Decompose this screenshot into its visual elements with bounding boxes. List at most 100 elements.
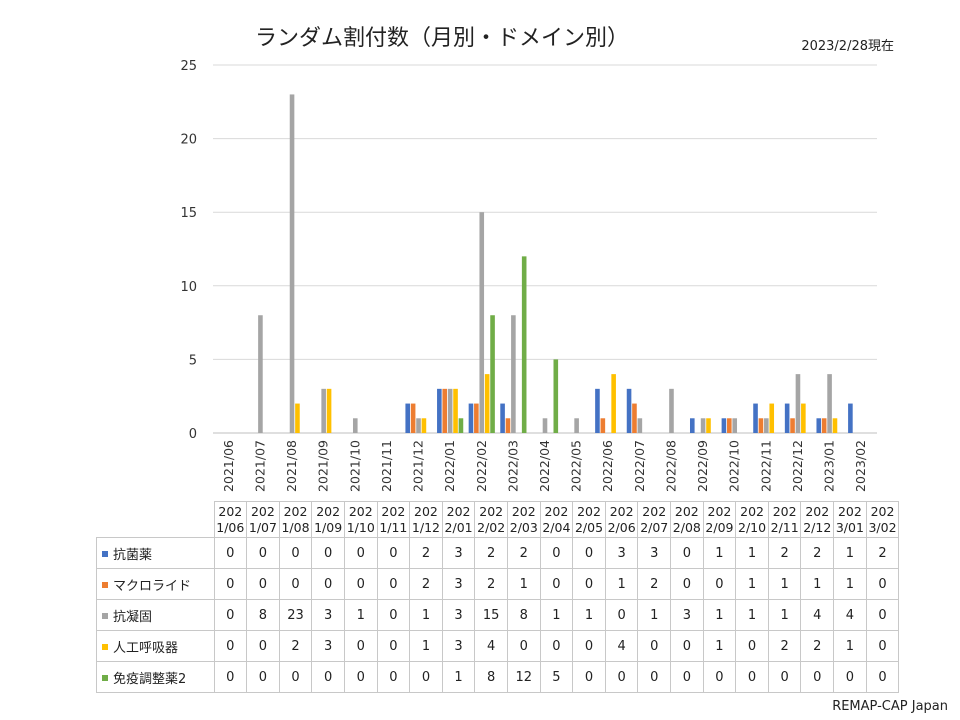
legend-swatch: [102, 581, 108, 588]
table-column-header-line: 2/08: [672, 519, 701, 535]
table-column-header-line: 202: [740, 503, 764, 519]
table-row: 人工呼吸器 0 0 2 3 0 0 1 3 4 0 0 0 4 0 0 1 0 2 2 1 0: [96, 630, 900, 662]
table-cell: 4: [604, 630, 639, 662]
table-header-row: 202 1/06 202 1/07 202 1/08 202 1/09 202 1/10 202 1/…: [96, 501, 900, 538]
table-column-header-line: 2/06: [607, 519, 636, 535]
table-cell: 0: [213, 630, 248, 662]
bar: [352, 418, 358, 433]
series-name: 免疫調整薬2: [113, 671, 187, 687]
table-cell: 0: [637, 661, 672, 693]
bar: [453, 388, 458, 433]
table-cell: 1: [735, 599, 769, 631]
table-column-header-line: 1/06: [216, 519, 245, 535]
table-cell: 0: [637, 630, 672, 662]
table-cell: 1: [735, 568, 769, 600]
bar: [784, 403, 790, 433]
table-cell: 0: [376, 630, 411, 662]
table-cell: 2: [637, 568, 672, 600]
bar: [827, 374, 832, 433]
table-cell: 3: [441, 537, 476, 569]
table-cell: 0: [343, 537, 378, 569]
table-cell: 8: [474, 661, 508, 693]
table-cell: 0: [376, 568, 411, 600]
table-cell: 0: [213, 661, 248, 693]
table-column-header-line: 202: [250, 503, 275, 519]
table-cell: 0: [213, 537, 248, 569]
table-cell: 3: [441, 599, 476, 631]
series-name: 抗菌薬: [113, 547, 153, 563]
table-column-header: 202 2/09: [702, 501, 737, 538]
table-column-header: 202 2/06: [604, 501, 639, 538]
table-cell: 1: [702, 599, 737, 631]
legend-swatch: [102, 674, 108, 681]
bar: [758, 418, 764, 433]
table-cell: 1: [572, 599, 606, 631]
bar: [490, 315, 495, 433]
table-row: 免疫調整薬2 0 0 0 0 0 0 0 1 8 12 5 0 0 0 0 0 0 0 0 0 0: [96, 661, 900, 693]
table-column-header: 202 2/05: [572, 501, 606, 538]
bar: [479, 212, 485, 433]
bar: [421, 418, 427, 433]
series-name: 人工呼吸器: [113, 640, 179, 656]
table-cell: 2: [865, 537, 900, 569]
table-cell: 0: [833, 661, 867, 693]
table-column-header-line: 202: [218, 503, 243, 519]
table-cell: 3: [637, 537, 672, 569]
table-cell: 0: [865, 599, 900, 631]
bar: [626, 388, 632, 433]
x-tick-label: 2021/06: [221, 440, 236, 492]
table-cell: 0: [702, 568, 737, 600]
table-column-header-line: 1/10: [346, 519, 375, 535]
table-cell: 0: [376, 537, 411, 569]
table-column-header-line: 202: [577, 503, 601, 519]
bar: [500, 403, 505, 433]
table-cell: 5: [539, 661, 574, 693]
x-tick-label: 2022/01: [442, 440, 457, 492]
table-cell: 0: [311, 661, 345, 693]
table-cell: 8: [246, 599, 280, 631]
y-tick-label: 0: [189, 427, 197, 442]
table-cell: 0: [539, 537, 574, 569]
table-cell: 0: [278, 568, 313, 600]
table-cell: 1: [800, 568, 835, 600]
legend-swatch: [102, 550, 108, 557]
table-cell: 0: [735, 630, 769, 662]
table-cell: 0: [604, 661, 639, 693]
table-column-header-line: 202: [707, 503, 732, 519]
x-tick-label: 2022/06: [600, 440, 615, 492]
table-cell: 0: [343, 568, 378, 600]
bar: [295, 403, 300, 433]
table-cell: 0: [865, 630, 900, 662]
bar: [468, 403, 474, 433]
table-column-header-line: 2/03: [509, 519, 538, 535]
table-column-header-line: 202: [316, 503, 341, 519]
y-tick-label: 5: [189, 353, 197, 368]
table-column-header-line: 202: [805, 503, 830, 519]
table-cell: 2: [409, 537, 443, 569]
table-cell: 3: [670, 599, 704, 631]
table-cell: 3: [311, 630, 345, 662]
series-name: マクロライド: [113, 578, 192, 594]
table-cell: 15: [474, 599, 508, 631]
table-column-header-line: 202: [870, 503, 895, 519]
table-column-header-line: 202: [446, 503, 471, 519]
bars: [258, 94, 853, 433]
bar: [848, 403, 853, 433]
table-cell: 2: [474, 568, 508, 600]
table-cell: 0: [278, 661, 313, 693]
table-cell: 1: [604, 568, 639, 600]
bar: [832, 418, 838, 433]
bar: [600, 418, 606, 433]
table-cell: 0: [670, 661, 704, 693]
table-corner: [96, 501, 215, 538]
x-tick-label: 2021/08: [284, 440, 299, 492]
table-column-header: 202 2/04: [539, 501, 574, 538]
table-column-header: 202 1/11: [376, 501, 411, 538]
table-row: マクロライド 0 0 0 0 0 0 2 3 2 1 0 0 1 2 0 0 1 1 1 1 0: [96, 568, 900, 600]
table-cell: 8: [506, 599, 541, 631]
table-column-header: 202 2/02: [474, 501, 508, 538]
x-tick-label: 2021/09: [316, 440, 331, 492]
y-axis-ticks: 0 5 10 15 20 25: [180, 59, 197, 442]
x-tick-label: 2022/12: [790, 440, 805, 492]
series-name: 抗凝固: [113, 609, 153, 625]
